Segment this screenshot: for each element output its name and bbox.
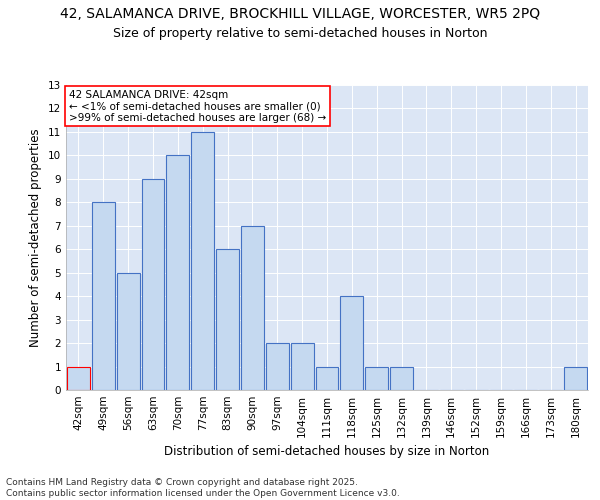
Bar bbox=[316, 366, 338, 390]
Bar bbox=[117, 272, 140, 390]
X-axis label: Distribution of semi-detached houses by size in Norton: Distribution of semi-detached houses by … bbox=[164, 446, 490, 458]
Text: 42, SALAMANCA DRIVE, BROCKHILL VILLAGE, WORCESTER, WR5 2PQ: 42, SALAMANCA DRIVE, BROCKHILL VILLAGE, … bbox=[60, 8, 540, 22]
Bar bbox=[216, 249, 239, 390]
Bar bbox=[241, 226, 264, 390]
Bar bbox=[365, 366, 388, 390]
Bar bbox=[266, 343, 289, 390]
Bar bbox=[291, 343, 314, 390]
Text: Contains HM Land Registry data © Crown copyright and database right 2025.
Contai: Contains HM Land Registry data © Crown c… bbox=[6, 478, 400, 498]
Bar bbox=[564, 366, 587, 390]
Text: Size of property relative to semi-detached houses in Norton: Size of property relative to semi-detach… bbox=[113, 28, 487, 40]
Y-axis label: Number of semi-detached properties: Number of semi-detached properties bbox=[29, 128, 43, 347]
Bar bbox=[142, 179, 164, 390]
Bar bbox=[191, 132, 214, 390]
Bar bbox=[166, 156, 189, 390]
Text: 42 SALAMANCA DRIVE: 42sqm
← <1% of semi-detached houses are smaller (0)
>99% of : 42 SALAMANCA DRIVE: 42sqm ← <1% of semi-… bbox=[68, 90, 326, 123]
Bar bbox=[67, 366, 90, 390]
Bar bbox=[390, 366, 413, 390]
Bar bbox=[92, 202, 115, 390]
Bar bbox=[340, 296, 363, 390]
